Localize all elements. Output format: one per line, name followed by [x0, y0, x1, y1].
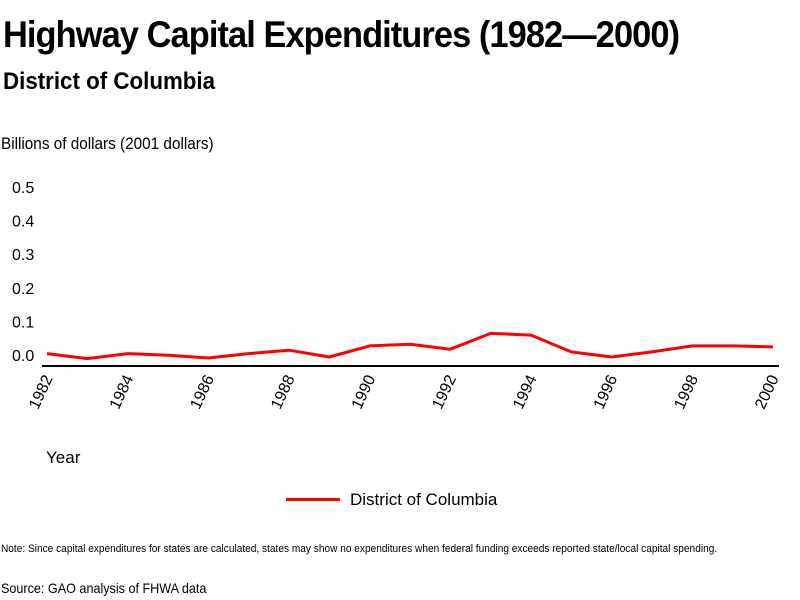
x-tick-labels: 1982 1984 1986 1988 1990 1992 1994 1996 1998 2000 [26, 372, 782, 412]
x-tick-label: 1996 [591, 372, 621, 412]
x-axis-label: Year [46, 448, 81, 467]
y-tick-label: 0.3 [12, 247, 34, 264]
legend-label-district-of-columbia: District of Columbia [350, 490, 498, 509]
x-tick-label: 2000 [752, 372, 782, 412]
chart-source: Source: GAO analysis of FHWA data [1, 580, 207, 596]
y-tick-label: 0.5 [12, 180, 34, 197]
series-line-district-of-columbia [46, 331, 774, 361]
y-tick-labels: 0.0 0.1 0.2 0.3 0.4 0.5 [12, 180, 34, 365]
chart-subtitle: District of Columbia [3, 68, 216, 95]
legend-swatch-district-of-columbia [286, 498, 340, 501]
x-tick-label: 1994 [510, 372, 540, 412]
x-tick-label: 1998 [672, 372, 702, 412]
chart-title: Highway Capital Expenditures (1982—2000) [3, 14, 680, 55]
x-tick-label: 1988 [268, 372, 298, 412]
chart-note: Note: Since capital expenditures for sta… [1, 543, 718, 555]
y-tick-label: 0.0 [12, 348, 34, 365]
y-tick-label: 0.4 [12, 214, 34, 231]
y-tick-label: 0.2 [12, 281, 34, 298]
x-tick-label: 1990 [349, 372, 379, 412]
y-axis-label: Billions of dollars (2001 dollars) [1, 134, 214, 153]
y-tick-label: 0.1 [12, 314, 34, 331]
x-tick-label: 1992 [430, 372, 460, 412]
x-tick-label: 1984 [107, 372, 137, 412]
x-tick-label: 1982 [26, 372, 56, 412]
x-tick-label: 1986 [188, 372, 218, 412]
